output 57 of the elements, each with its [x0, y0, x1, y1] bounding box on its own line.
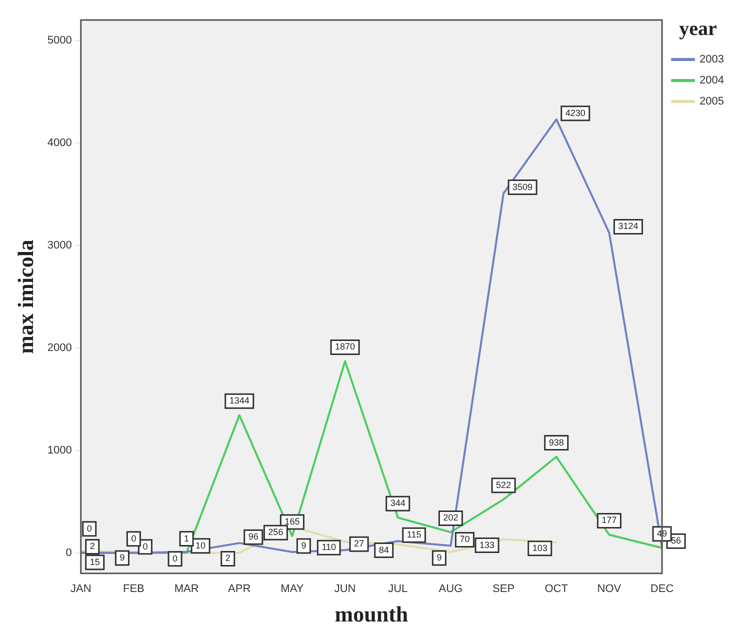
x-tick-label: APR: [228, 583, 251, 596]
data-label: 133: [480, 540, 495, 550]
x-tick-label: JAN: [70, 583, 92, 596]
data-label: 1344: [229, 396, 250, 406]
data-label: 0: [142, 541, 148, 552]
y-tick-label: 4000: [47, 137, 72, 150]
legend-title: year: [679, 18, 718, 40]
data-label: 2: [90, 541, 95, 552]
x-tick-label: JUN: [334, 583, 356, 596]
legend-label: 2005: [700, 96, 724, 108]
x-tick-label: NOV: [597, 583, 622, 596]
data-label: 0: [86, 523, 92, 534]
data-label: 4230: [565, 108, 586, 118]
y-tick-label: 5000: [47, 34, 72, 47]
x-tick-label: SEP: [492, 583, 515, 596]
data-label: 110: [322, 542, 336, 552]
data-label: 96: [248, 532, 258, 542]
data-label: 84: [378, 544, 389, 555]
data-label: 177: [602, 515, 617, 526]
data-label: 522: [496, 480, 512, 490]
data-label: 9: [436, 552, 442, 562]
x-tick-label: FEB: [123, 583, 144, 596]
data-label: 202: [443, 512, 458, 523]
data-label: 0: [131, 533, 136, 544]
x-tick-label: MAY: [280, 583, 304, 596]
y-tick-label: 1000: [47, 444, 72, 456]
y-tick-label: 0: [66, 546, 72, 559]
y-tick-label: 3000: [47, 239, 72, 252]
data-label: 15: [90, 556, 100, 567]
x-axis-title: mounth: [334, 601, 408, 626]
x-tick-label: MAR: [174, 583, 199, 596]
x-tick-label: OCT: [544, 583, 568, 596]
data-label: 3509: [512, 182, 533, 192]
data-label: 70: [460, 534, 470, 544]
data-label: 9: [301, 540, 306, 550]
data-label: 9: [120, 552, 125, 562]
data-label: 344: [390, 498, 406, 508]
data-label: 0: [172, 553, 178, 564]
y-tick-label: 2000: [47, 342, 72, 354]
x-tick-label: DEC: [650, 583, 674, 596]
x-tick-label: JUL: [388, 583, 408, 596]
data-label: 1: [184, 533, 190, 544]
data-label: 27: [354, 538, 364, 549]
legend-label: 2004: [700, 74, 724, 87]
x-tick-label: AUG: [438, 583, 463, 596]
data-label: 103: [532, 542, 548, 553]
data-label: 10: [196, 540, 206, 550]
y-axis-title: max imicola: [12, 240, 38, 354]
data-label: 938: [548, 437, 564, 448]
data-label: 56: [671, 536, 682, 546]
data-label: 2: [225, 553, 230, 564]
data-label: 3124: [618, 221, 638, 232]
data-label: 1870: [335, 342, 356, 352]
data-label: 165: [284, 516, 300, 526]
data-label: 256: [268, 527, 284, 538]
data-label: 115: [406, 530, 422, 540]
legend-label: 2003: [700, 54, 724, 66]
